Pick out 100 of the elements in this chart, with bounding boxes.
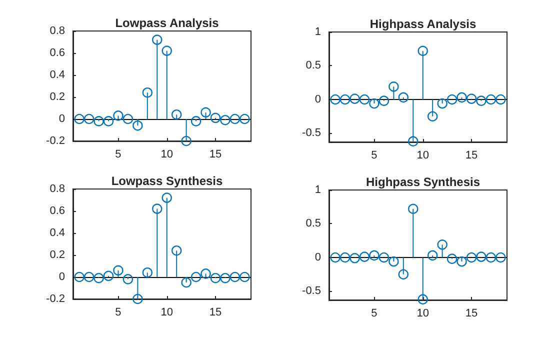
chart-title: Highpass Synthesis	[366, 175, 480, 189]
point	[152, 204, 162, 214]
point	[350, 253, 360, 264]
point	[388, 256, 399, 267]
point	[142, 88, 153, 98]
x-tick-label: 15	[209, 148, 222, 160]
point	[113, 110, 124, 121]
point	[340, 252, 350, 263]
point	[369, 250, 380, 261]
x-tick-label: 5	[115, 306, 122, 318]
point	[398, 269, 409, 280]
point	[103, 116, 114, 126]
y-tick-label: 0	[314, 93, 321, 106]
point	[437, 98, 448, 109]
y-tick-label: 0.4	[50, 69, 65, 81]
point	[94, 116, 104, 126]
y-tick-label: 1	[314, 26, 321, 38]
point	[113, 265, 124, 276]
y-tick-label: 0	[58, 271, 65, 283]
point	[132, 120, 143, 131]
point	[408, 204, 418, 214]
point	[142, 268, 153, 278]
point	[190, 116, 202, 126]
point	[437, 240, 448, 250]
y-tick-label: -0.5	[302, 127, 321, 140]
point	[398, 92, 409, 103]
point	[496, 94, 506, 105]
y-tick-label: 0	[314, 251, 321, 264]
point	[446, 254, 458, 264]
point	[466, 94, 477, 104]
y-tick-label: 0.8	[50, 183, 65, 195]
y-tick-label: -0.5	[302, 285, 321, 298]
x-tick-label: 10	[416, 308, 429, 320]
point	[220, 273, 230, 284]
point	[350, 94, 360, 104]
point	[200, 268, 211, 279]
point	[330, 252, 340, 263]
point	[456, 92, 467, 103]
point	[496, 252, 506, 263]
point	[74, 272, 84, 282]
y-tick-label: 0.5	[306, 218, 321, 230]
point	[486, 252, 496, 263]
point	[172, 110, 182, 120]
point	[359, 94, 370, 105]
y-tick-label: 1	[314, 184, 321, 196]
x-tick-label: 10	[160, 306, 173, 318]
x-tick-label: 5	[371, 150, 378, 162]
y-tick-label: 0.8	[50, 25, 65, 37]
point	[378, 252, 390, 263]
point	[122, 114, 134, 124]
point	[200, 107, 211, 118]
point	[388, 82, 399, 92]
point	[456, 256, 467, 267]
y-tick-label: 0	[58, 113, 65, 125]
point	[152, 34, 162, 45]
chart-title: Highpass Analysis	[370, 17, 476, 31]
point	[446, 94, 458, 105]
point	[103, 270, 114, 281]
point	[340, 94, 350, 105]
point	[230, 272, 240, 282]
point	[476, 96, 486, 106]
point	[428, 250, 438, 261]
point	[190, 272, 202, 282]
point	[418, 294, 428, 304]
point	[94, 273, 104, 284]
point	[74, 114, 84, 124]
x-tick-label: 5	[115, 148, 122, 160]
y-tick-label: 0.2	[50, 91, 65, 103]
point	[418, 46, 428, 56]
y-tick-label: 0.2	[50, 249, 65, 261]
point	[162, 46, 172, 56]
x-tick-label: 15	[209, 306, 222, 318]
x-tick-label: 15	[465, 150, 478, 162]
point	[162, 192, 172, 203]
point	[181, 136, 192, 146]
y-tick-label: 0.5	[306, 60, 321, 72]
point	[240, 272, 250, 282]
point	[230, 114, 240, 124]
y-tick-label: -0.2	[46, 135, 65, 147]
chart-title: Lowpass Synthesis	[111, 174, 224, 188]
point	[210, 112, 221, 123]
chart-title: Lowpass Analysis	[115, 16, 220, 30]
point	[476, 252, 486, 262]
point	[122, 274, 134, 284]
point	[84, 114, 94, 124]
y-tick-label: 0.6	[50, 205, 65, 217]
point	[369, 98, 380, 109]
point	[240, 114, 250, 124]
x-tick-label: 5	[371, 308, 378, 320]
point	[378, 96, 390, 106]
point	[220, 115, 230, 126]
point	[408, 136, 418, 146]
y-tick-label: -0.2	[46, 293, 65, 305]
point	[428, 111, 438, 122]
point	[486, 94, 496, 105]
point	[210, 273, 221, 284]
point	[84, 272, 94, 282]
point	[359, 252, 370, 262]
point	[181, 277, 192, 288]
x-tick-label: 15	[465, 308, 478, 320]
